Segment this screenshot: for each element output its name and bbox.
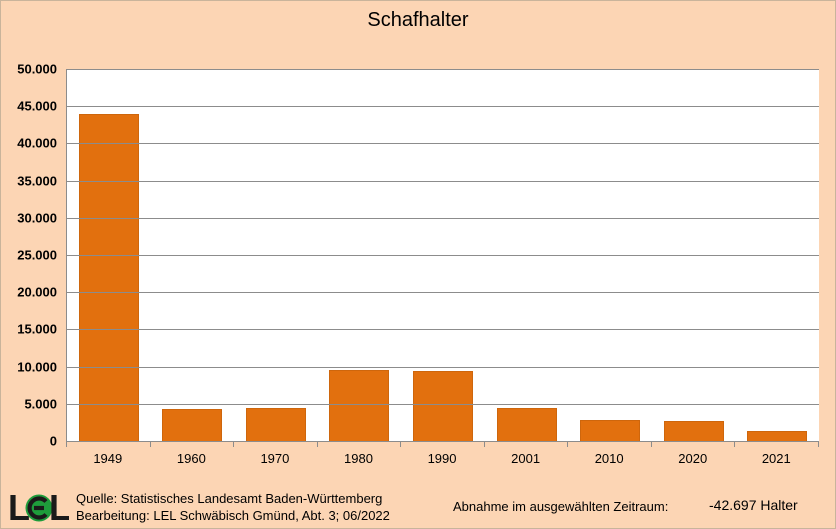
bar	[747, 431, 808, 441]
gridline	[67, 180, 819, 182]
bar-series	[67, 69, 819, 441]
lel-logo-graphic: L L	[8, 487, 71, 528]
lel-logo: L L	[8, 487, 71, 528]
source-text: Quelle: Statistisches Landesamt Baden-Wü…	[76, 490, 390, 524]
gridline	[67, 69, 819, 70]
x-axis-tick	[316, 442, 318, 447]
bar-slot	[401, 69, 485, 441]
bar	[245, 408, 306, 441]
y-tick-label: 45.000	[17, 98, 57, 114]
x-axis-tick	[233, 442, 235, 447]
y-tick-label: 35.000	[17, 173, 57, 189]
bar-slot	[67, 69, 151, 441]
y-tick-label: 20.000	[17, 284, 57, 300]
gridline	[67, 292, 819, 294]
gridline	[67, 255, 819, 256]
x-tick-label: 1949	[93, 451, 123, 466]
x-axis-tick	[567, 442, 569, 447]
bar-slot	[318, 69, 402, 441]
y-tick-label: 0	[49, 433, 57, 449]
x-tick-label: 2001	[511, 451, 541, 466]
gridline	[67, 143, 819, 145]
gridline	[67, 106, 819, 108]
x-axis-labels: 1949 1960 1970 1980 1990 2001 2010 2020 2021	[66, 451, 818, 466]
bar	[580, 420, 641, 441]
y-tick-label: 10.000	[17, 359, 57, 375]
y-tick-label: 50.000	[17, 61, 57, 77]
bar	[413, 371, 474, 441]
x-axis-tick	[66, 442, 67, 447]
y-tick-label: 5.000	[24, 396, 57, 412]
x-axis-ticks	[66, 442, 819, 447]
x-axis-tick	[650, 442, 652, 447]
y-axis-labels: 0 5.000 10.000 15.000 20.000 25.000 30.000 35.0…	[1, 62, 57, 449]
x-axis-tick	[483, 442, 485, 447]
bar-slot	[736, 69, 820, 441]
x-tick-label: 1960	[176, 451, 206, 466]
x-axis-tick	[734, 442, 736, 447]
bar	[329, 369, 390, 441]
summary-label: Abnahme im ausgewählten Zeitraum:	[453, 499, 669, 514]
y-tick-label: 40.000	[17, 135, 57, 151]
source-line-2: Bearbeitung: LEL Schwäbisch Gmünd, Abt. …	[76, 508, 390, 523]
gridline	[67, 366, 819, 368]
gridline	[67, 329, 819, 331]
x-tick-label: 2020	[678, 451, 708, 466]
x-tick-label: 2021	[761, 451, 791, 466]
bar	[663, 420, 724, 441]
svg-text:L: L	[9, 489, 30, 525]
plot-area	[66, 69, 819, 442]
x-tick-label: 2010	[594, 451, 624, 466]
source-line-1: Quelle: Statistisches Landesamt Baden-Wü…	[76, 491, 383, 506]
gridline	[67, 217, 819, 219]
bar-slot	[568, 69, 652, 441]
x-axis-tick	[149, 442, 151, 447]
x-axis-tick	[400, 442, 402, 447]
y-tick-label: 30.000	[17, 210, 57, 226]
y-tick-label: 15.000	[17, 321, 57, 337]
x-tick-label: 1990	[427, 451, 457, 466]
bar	[78, 113, 139, 441]
x-axis-tick	[818, 442, 819, 447]
gridline	[67, 403, 819, 405]
bar	[162, 409, 223, 441]
svg-text:L: L	[49, 489, 69, 525]
bar-slot	[151, 69, 235, 441]
bar-slot	[652, 69, 736, 441]
summary-value: -42.697 Halter	[709, 497, 798, 513]
y-tick-label: 25.000	[17, 247, 57, 263]
x-tick-label: 1980	[344, 451, 373, 466]
x-tick-label: 1970	[260, 451, 290, 466]
chart-title: Schafhalter	[367, 9, 469, 31]
bar-slot	[234, 69, 318, 441]
bar	[496, 407, 557, 441]
bar-slot	[485, 69, 569, 441]
